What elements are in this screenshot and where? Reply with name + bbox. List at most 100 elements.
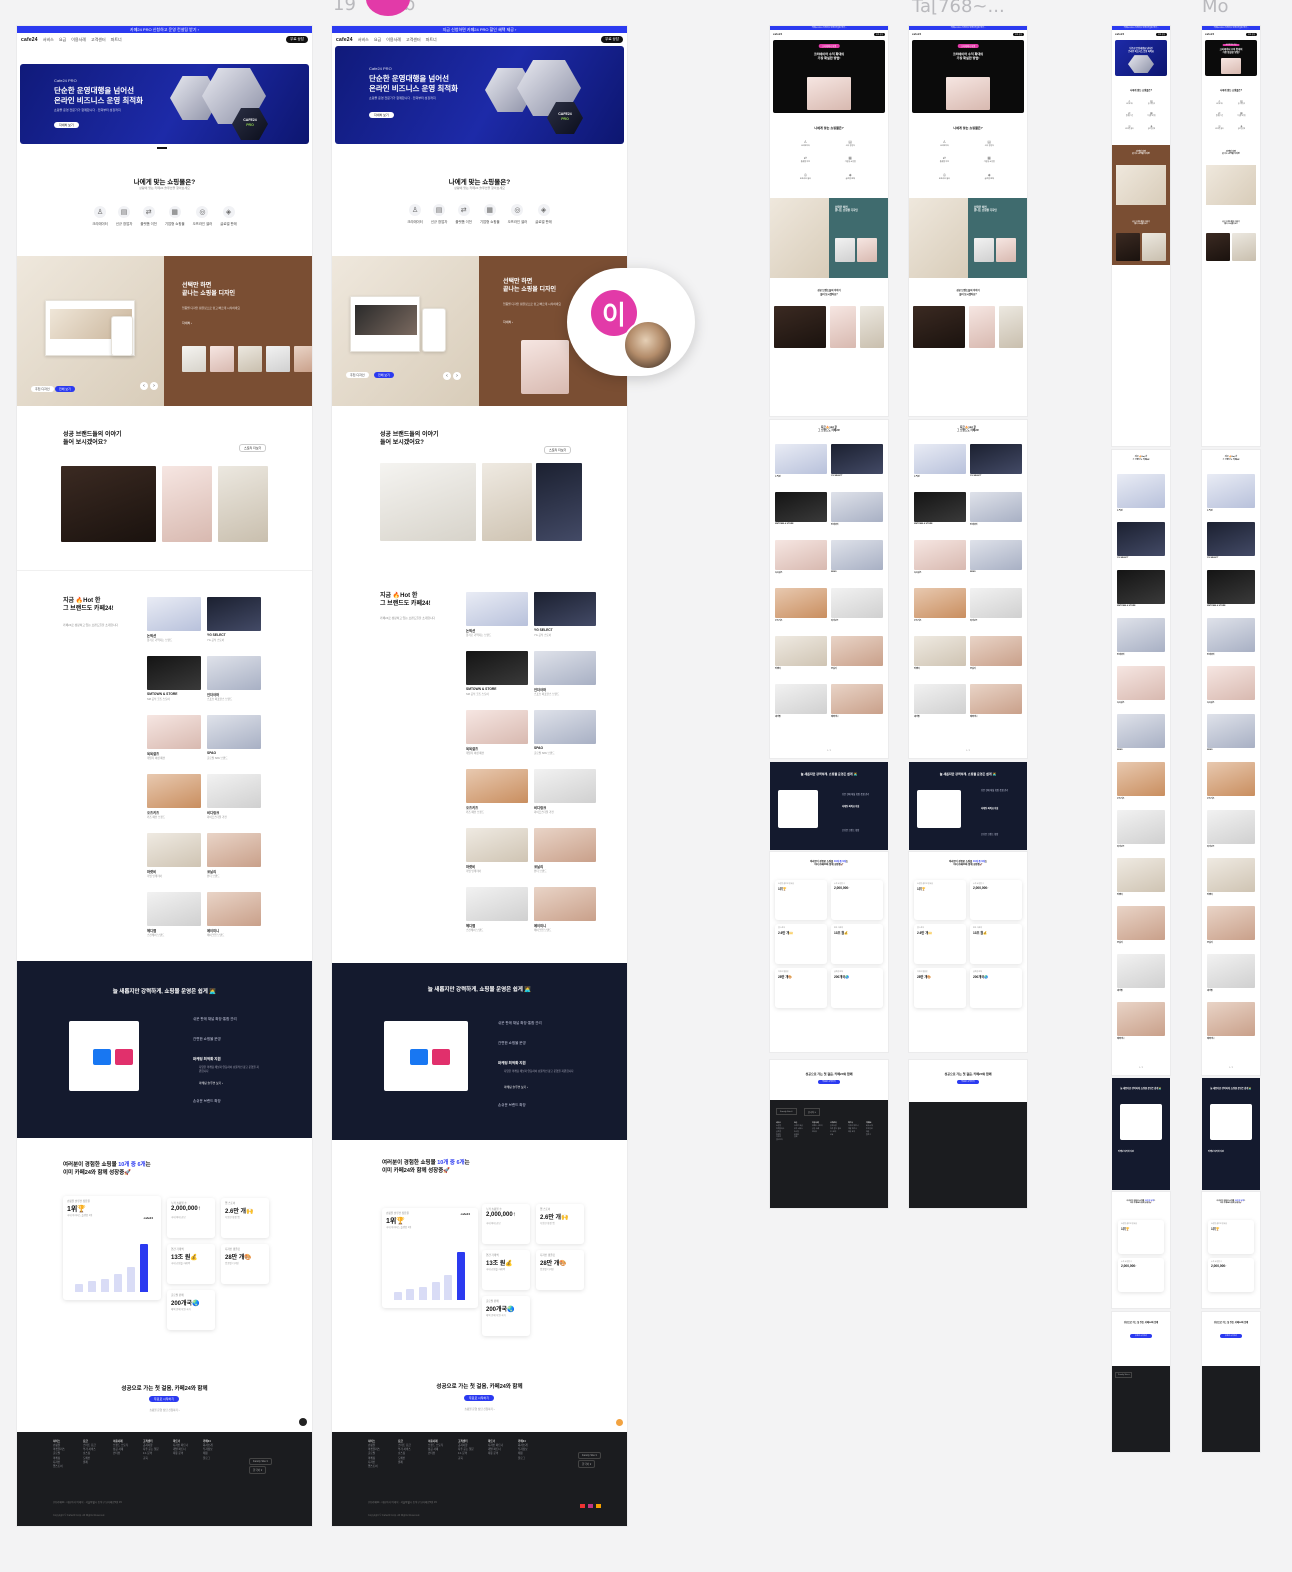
hot-brand-thumb[interactable] [1117, 954, 1165, 988]
platform-feature-1[interactable]: 쉬운 판매 채널 확장·통합 관리 [193, 1017, 237, 1021]
logo[interactable]: cafe24 [1205, 32, 1215, 36]
cta-button[interactable]: 무료로 시작하기 [149, 1396, 179, 1402]
frame-tablet-b[interactable]: 카페24 PRO 신청하고 운영 컨설팅 받기 › cafe24 무료 상담 크리에이… [909, 26, 1027, 416]
logo[interactable]: cafe24 [773, 32, 783, 36]
hot-brand-thumb[interactable] [1207, 522, 1255, 556]
hot-brand-name[interactable]: 비디링크 [1207, 846, 1215, 848]
story-card-3[interactable] [536, 463, 582, 541]
hot-brand-name[interactable]: SPAO [534, 746, 544, 750]
hot-brand-name[interactable]: 논픽션 [1207, 510, 1213, 512]
hot-brand-name[interactable]: SPAO [831, 571, 837, 573]
finder-item-enterprise[interactable]: ▦ 기업형 쇼핑몰 [165, 206, 185, 226]
design-thumb-5[interactable] [294, 346, 312, 372]
hot-brand-name[interactable]: 육육걸즈 [1117, 702, 1125, 704]
logo[interactable]: cafe24 [1115, 32, 1125, 36]
collaborator-avatar-bubble[interactable]: 이 [567, 268, 695, 376]
hot-brand-name[interactable]: 논픽션 [466, 629, 476, 633]
hero-button[interactable]: 자세히 보기 [54, 122, 79, 128]
frame-desktop-b[interactable]: 지금 신청하면 카페24 PRO 할인 혜택 제공 › cafe24 서비스 요… [332, 26, 627, 1526]
hot-brand-name[interactable]: YG SELECT [1117, 557, 1129, 559]
hero-banner[interactable]: 크리에이터 지원 크리에이터 수익 확대의 가장 확실한 방법! [1205, 40, 1257, 76]
finder-item-creator[interactable]: ♙ 크리에이터 [92, 206, 108, 226]
hot-brand-name[interactable]: 오즈키즈 [914, 620, 922, 622]
hot-brand-thumb[interactable] [534, 710, 596, 744]
hot-brand-thumb[interactable] [147, 656, 201, 690]
finder-item-migration[interactable]: ⇄ 플랫폼 이전 [140, 206, 157, 226]
hot-brand-thumb[interactable] [1207, 570, 1255, 604]
nav-item-price[interactable]: 요금 [58, 36, 67, 42]
hot-brand-thumb[interactable] [1117, 618, 1165, 652]
hot-brand-thumb[interactable] [466, 651, 528, 685]
design-thumb-2[interactable] [210, 346, 234, 372]
logo[interactable]: cafe24 [21, 36, 38, 43]
frame-tablet-a-stats[interactable]: 여러분이 경험한 쇼핑몰 10개 중 6개는 이미 카페24와 함께 성장중🚀 쇼핑… [770, 852, 888, 1052]
hot-brand-name[interactable]: 육육걸즈 [914, 572, 922, 574]
hot-brand-name[interactable]: 언더아머 [1207, 654, 1215, 656]
frame-mobile-b[interactable]: 카페24 PRO 신청하고 운영 컨설팅 받기 › cafe24 무료 상담 크리에이… [1202, 26, 1260, 446]
finder-item-offline[interactable]: ◎ 오프라인 셀러 [508, 204, 527, 224]
hot-brand-name[interactable]: 헤디랩 [1207, 990, 1213, 992]
finder-item-offline[interactable]: ◎ 오프라인 셀러 [193, 206, 212, 226]
hot-brand-thumb[interactable] [914, 540, 966, 570]
finder-item[interactable]: ⇄ 플랫폼 이전 [795, 156, 815, 163]
finder-item-creator[interactable]: ♙ 크리에이터 [407, 204, 423, 224]
hot-brand-thumb[interactable] [775, 588, 827, 618]
hot-brand-name[interactable]: 육육걸즈 [147, 752, 160, 756]
hot-brand-thumb[interactable] [914, 684, 966, 714]
design-thumb-1[interactable] [182, 346, 206, 372]
finder-item-global[interactable]: ◈ 글로벌 판매 [220, 206, 237, 226]
hot-brand-thumb[interactable] [147, 774, 201, 808]
story-card-2[interactable] [162, 466, 212, 542]
nav-item-cases[interactable]: 이용사례 [71, 36, 86, 42]
hot-brand-thumb[interactable] [970, 684, 1022, 714]
hot-brand-name[interactable]: 코닐리 [534, 865, 544, 869]
finder-item[interactable]: ⇄ 플랫폼 이전 [1209, 111, 1229, 117]
hot-brand-thumb[interactable] [831, 492, 883, 522]
hot-brand-name[interactable]: 언더아머 [831, 524, 839, 526]
design-prev-button[interactable]: ‹ [140, 382, 148, 390]
hot-brand-thumb[interactable] [207, 892, 261, 926]
finder-item[interactable]: ◎ 오프라인 셀러 [1119, 124, 1139, 130]
finder-item[interactable]: ▦ 기업형 쇼핑몰 [1231, 111, 1251, 117]
story-card-3[interactable] [999, 305, 1023, 348]
hot-brand-name[interactable]: 에이미니 [970, 716, 978, 718]
finder-item[interactable]: ◎ 오프라인 셀러 [934, 173, 954, 180]
topbar[interactable]: 카페24 PRO 신청하고 운영 컨설팅 받기 › [1112, 26, 1170, 30]
hot-brand-thumb[interactable] [1207, 906, 1255, 940]
hot-brand-name[interactable]: YG SELECT [534, 628, 553, 632]
frame-mobile-a-cta[interactable]: 성공으로 가는 첫 걸음, 카페24와 함께 무료로 시작하기 Family S… [1112, 1312, 1170, 1452]
nav-item-service[interactable]: 서비스 [357, 36, 369, 42]
hot-brand-name[interactable]: 코닐리 [207, 870, 217, 874]
hot-brand-name[interactable]: 마켓비 [775, 668, 781, 670]
nav-item-price[interactable]: 요금 [373, 36, 382, 42]
hot-brand-name[interactable]: 코닐리 [1117, 942, 1123, 944]
story-card-1[interactable] [774, 305, 826, 348]
hot-brand-name[interactable]: 오즈키즈 [466, 806, 479, 810]
frame-mobile-b-cta[interactable]: 성공으로 가는 첫 걸음, 카페24와 함께 무료로 시작하기 [1202, 1312, 1260, 1452]
hot-brand-name[interactable]: 비디링크 [1117, 846, 1125, 848]
hot-brand-name[interactable]: 언더아머 [970, 524, 978, 526]
hot-brand-name[interactable]: YG SELECT [970, 475, 982, 477]
finder-item-enterprise[interactable]: ▦ 기업형 쇼핑몰 [480, 204, 500, 224]
hot-brand-thumb[interactable] [147, 833, 201, 867]
hot-brand-name[interactable]: 논픽션 [1117, 510, 1123, 512]
topbar[interactable]: 지금 신청하면 카페24 PRO 할인 혜택 제공 › [332, 26, 627, 33]
hot-brand-name[interactable]: 오즈키즈 [147, 811, 160, 815]
finder-item[interactable]: ▦ 기업형 쇼핑몰 [979, 156, 999, 163]
hot-brand-thumb[interactable] [1207, 1002, 1255, 1036]
hot-brand-name[interactable]: YG SELECT [831, 475, 843, 477]
hot-brand-thumb[interactable] [207, 715, 261, 749]
hot-pagination[interactable]: 1 / 2 [1229, 1067, 1233, 1069]
hot-brand-thumb[interactable] [147, 715, 201, 749]
hot-brand-thumb[interactable] [775, 684, 827, 714]
hot-brand-thumb[interactable] [970, 636, 1022, 666]
hot-brand-name[interactable]: 육육걸즈 [1207, 702, 1215, 704]
platform-feature-4[interactable]: 손쉬운 브랜드 확장 [193, 1099, 221, 1103]
finder-item[interactable]: ◎ 오프라인 셀러 [1209, 124, 1229, 130]
platform-active-link[interactable]: 마케팅 솔루션 보기 › [199, 1081, 223, 1085]
topbar[interactable]: 카페24 PRO 신청하고 운영 컨설팅 받기 › [17, 26, 312, 33]
hot-brand-name[interactable]: 마켓비 [914, 668, 920, 670]
hot-brand-thumb[interactable] [1117, 666, 1165, 700]
